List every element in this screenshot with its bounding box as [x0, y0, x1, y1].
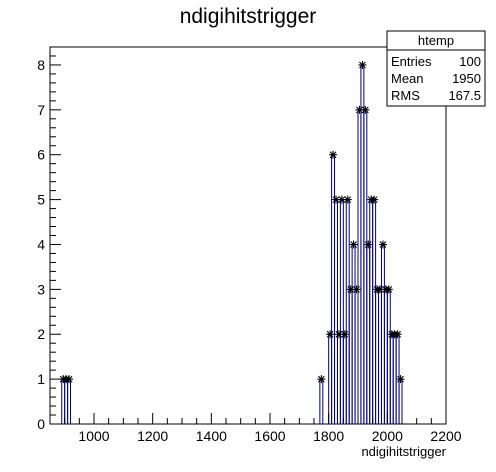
data-point-15	[358, 61, 366, 69]
x-tick-label: 1200	[137, 428, 168, 444]
stats-label-entries: Entries	[391, 54, 432, 69]
y-tick-label: 7	[37, 102, 45, 118]
stats-value-mean: 1950	[452, 71, 481, 86]
data-point-24	[385, 285, 393, 293]
x-tick-label: 1600	[254, 428, 285, 444]
x-tick-label: 1800	[313, 428, 344, 444]
data-point-19	[370, 196, 378, 204]
stats-box-title: htemp	[418, 33, 454, 48]
x-tick-label: 1000	[78, 428, 109, 444]
data-point-13	[353, 285, 361, 293]
stats-box: htemp Entries 100 Mean 1950 RMS 167.5	[387, 31, 485, 106]
data-point-10	[344, 196, 352, 204]
x-axis-label: ndigihitstrigger	[361, 444, 446, 459]
data-point-16	[361, 106, 369, 114]
data-point-27	[394, 330, 402, 338]
y-tick-label: 6	[37, 147, 45, 163]
y-tick-label: 2	[37, 326, 45, 342]
y-tick-label: 4	[37, 236, 45, 252]
x-tick-label: 2000	[372, 428, 403, 444]
data-point-17	[364, 240, 372, 248]
data-point-9	[341, 330, 349, 338]
chart-title: ndigihitstrigger	[180, 5, 317, 28]
data-point-28	[397, 375, 405, 383]
data-point-3	[317, 375, 325, 383]
y-tick-label: 0	[37, 416, 45, 432]
y-tick-label: 1	[37, 371, 45, 387]
stats-value-entries: 100	[459, 54, 481, 69]
data-point-4	[326, 330, 334, 338]
x-tick-label: 2200	[430, 428, 461, 444]
stats-label-mean: Mean	[391, 71, 424, 86]
data-point-12	[350, 240, 358, 248]
stats-label-rms: RMS	[391, 88, 420, 103]
x-tick-label: 1400	[196, 428, 227, 444]
data-point-5	[329, 151, 337, 159]
y-tick-label: 5	[37, 192, 45, 208]
stats-value-rms: 167.5	[448, 88, 481, 103]
y-tick-label: 3	[37, 281, 45, 297]
data-point-2	[65, 375, 73, 383]
data-point-22	[379, 240, 387, 248]
y-tick-label: 8	[37, 57, 45, 73]
